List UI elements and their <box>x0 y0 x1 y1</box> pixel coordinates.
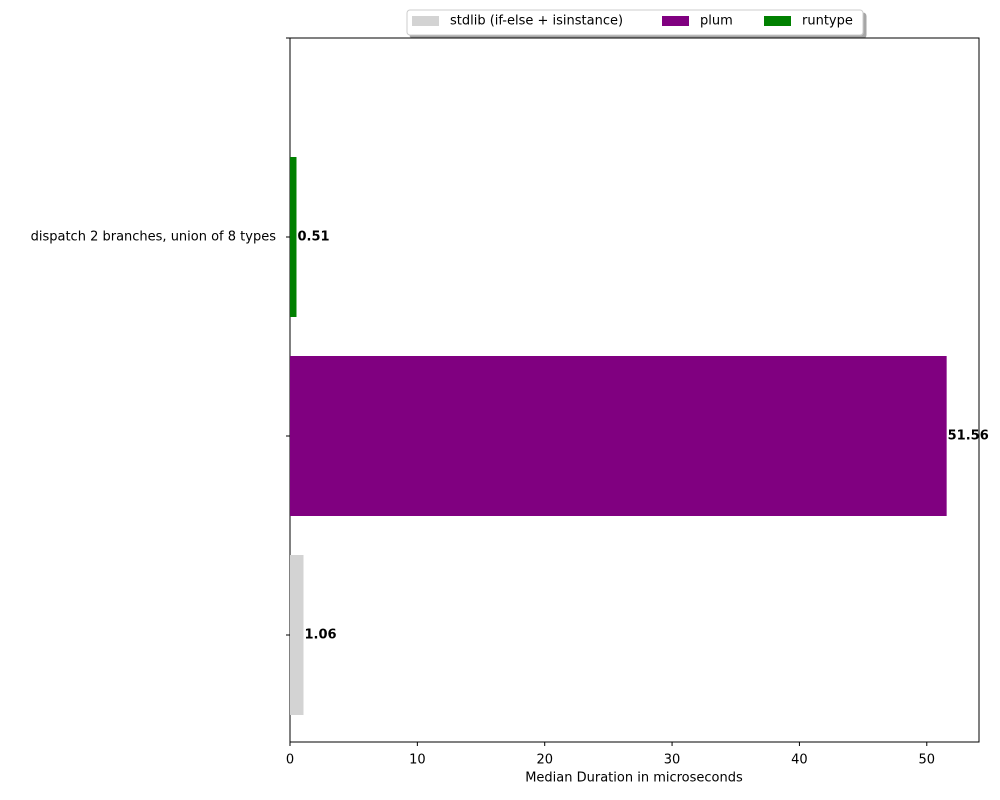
bar <box>290 356 947 516</box>
legend-swatch <box>764 16 791 26</box>
x-tick-label: 20 <box>536 753 553 768</box>
x-tick-label: 10 <box>409 753 426 768</box>
legend-label: runtype <box>802 14 853 29</box>
bar <box>290 157 297 317</box>
legend-swatch <box>662 16 689 26</box>
x-tick-label: 40 <box>791 753 808 768</box>
legend: stdlib (if-else + isinstance) plum runtype <box>406 9 864 36</box>
value-label: 1.06 <box>304 628 336 643</box>
value-label: 0.51 <box>297 230 329 245</box>
x-tick-label: 50 <box>919 753 936 768</box>
legend-label: stdlib (if-else + isinstance) <box>450 14 623 29</box>
x-axis-label: Median Duration in microseconds <box>525 771 743 786</box>
legend-box <box>406 9 864 36</box>
x-tick-label: 30 <box>664 753 681 768</box>
y-tick-label: dispatch 2 branches, union of 8 types <box>31 230 277 245</box>
legend-swatch <box>412 16 439 26</box>
legend-label: plum <box>700 14 733 29</box>
value-label: 51.56 <box>948 429 989 444</box>
x-tick-label: 0 <box>286 753 294 768</box>
bar <box>290 555 304 715</box>
